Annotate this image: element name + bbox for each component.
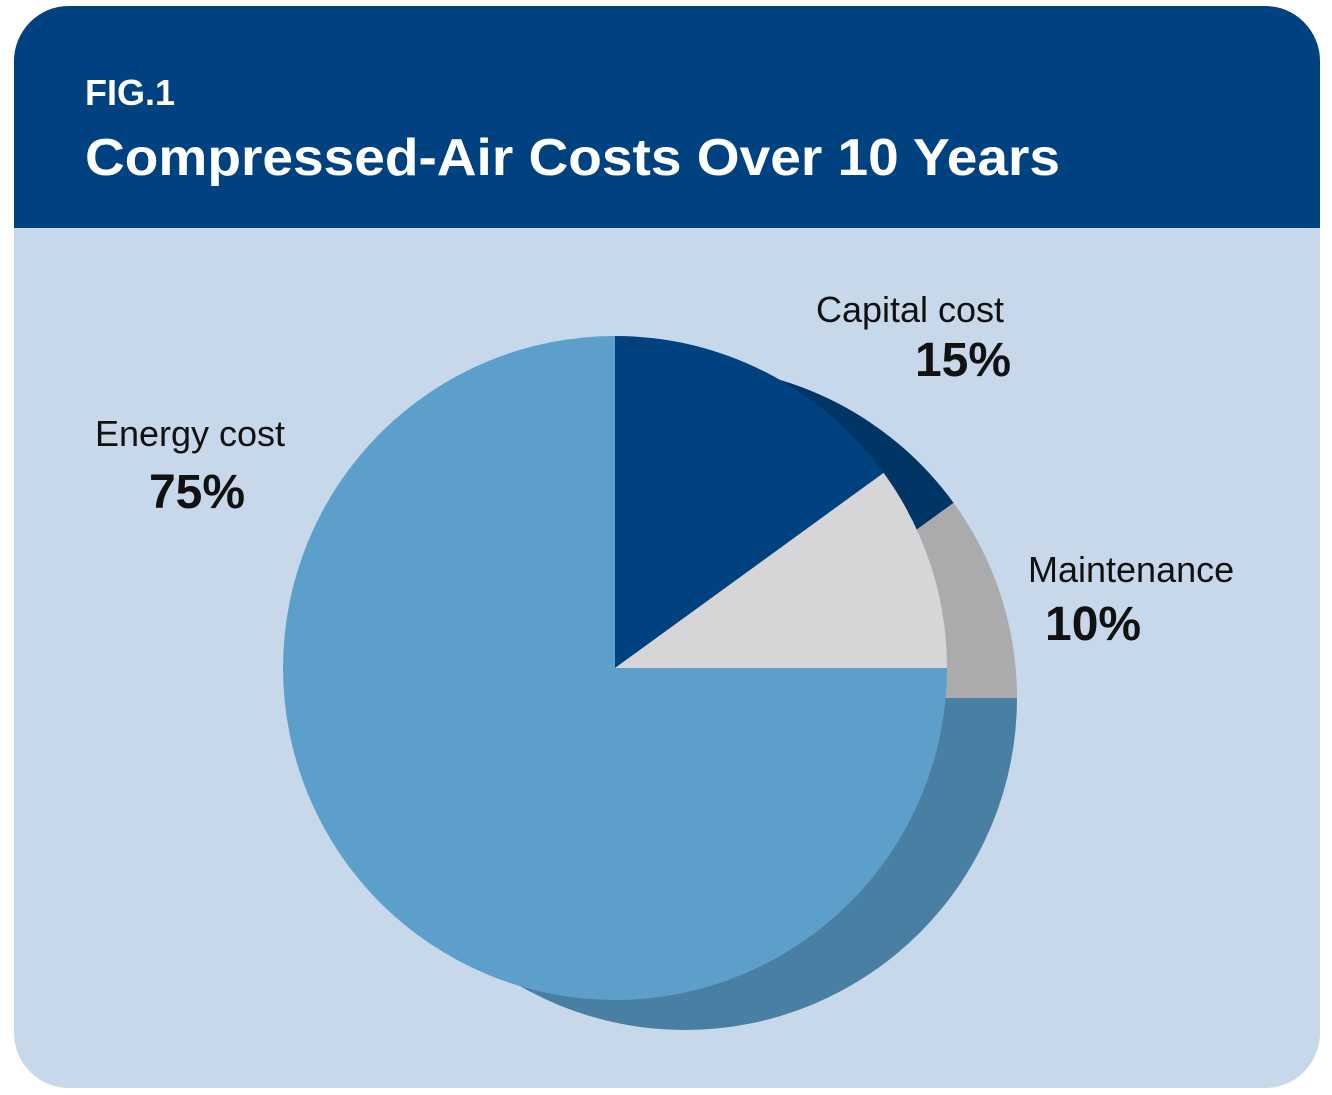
chart-subtitle: FIG.1 [85, 72, 175, 113]
chart-title: Compressed-Air Costs Over 10 Years [85, 129, 1060, 187]
slice-label: Energy cost [95, 413, 285, 454]
value-label: 75% [149, 466, 245, 519]
value-label: 15% [915, 334, 1011, 387]
slice-label: Capital cost [816, 289, 1004, 330]
slice [615, 336, 884, 668]
pie [283, 336, 1017, 1030]
header-band [14, 6, 1320, 228]
slice-label: Maintenance [1028, 549, 1234, 590]
slice [615, 472, 947, 668]
value-label: 10% [1045, 598, 1141, 651]
slice [283, 336, 947, 1000]
